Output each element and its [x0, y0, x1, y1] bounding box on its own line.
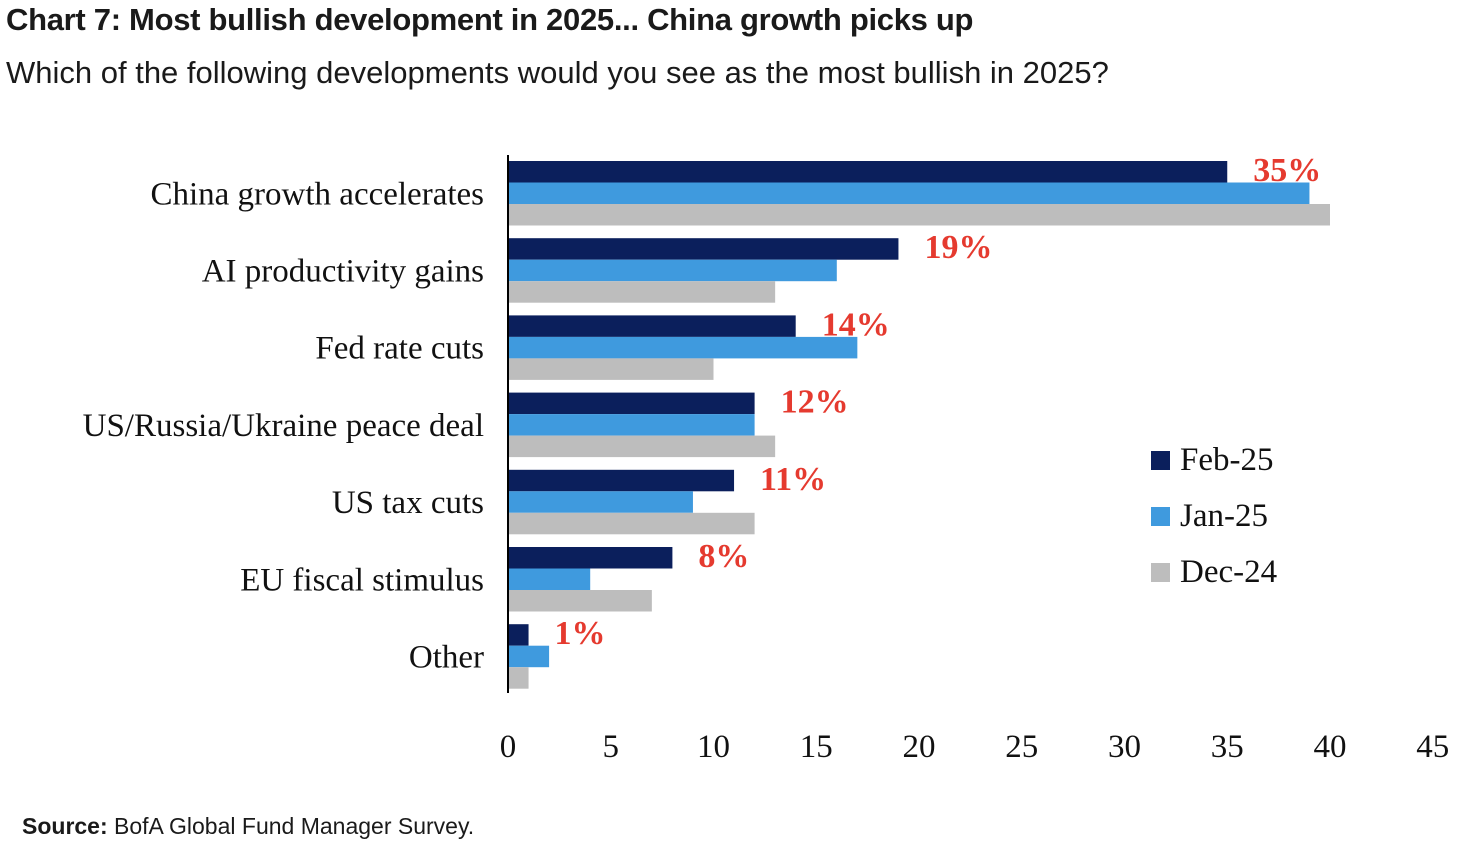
data-label: 11% [760, 461, 826, 498]
category-label: China growth accelerates [150, 176, 484, 212]
bar-dec-24-2 [508, 358, 714, 380]
x-tick-label: 40 [1314, 729, 1347, 765]
chart-subtitle: Which of the following developments woul… [6, 55, 1109, 90]
data-label: 14% [822, 306, 890, 343]
category-label: US/Russia/Ukraine peace deal [83, 408, 484, 444]
bar-feb-25-3 [508, 392, 755, 415]
bar-jan-25-3 [508, 414, 755, 436]
legend-label-dec-24: Dec-24 [1180, 554, 1277, 590]
bar-dec-24-6 [508, 667, 529, 689]
category-label: AI productivity gains [202, 253, 484, 289]
bar-feb-25-6 [508, 624, 529, 646]
bar-feb-25-2 [508, 315, 796, 337]
bar-dec-24-4 [508, 512, 755, 535]
source-note: Source: BofA Global Fund Manager Survey. [22, 813, 474, 840]
bar-feb-25-4 [508, 469, 735, 492]
bar-jan-25-1 [508, 259, 837, 282]
x-tick-label: 20 [903, 729, 936, 765]
x-tick-label: 10 [697, 729, 730, 765]
bar-jan-25-2 [508, 336, 858, 359]
x-tick-label: 15 [800, 729, 833, 765]
x-tick-label: 35 [1211, 729, 1244, 765]
legend-swatch-jan-25 [1151, 507, 1170, 526]
category-label: Other [409, 639, 484, 675]
legend-swatch-feb-25 [1151, 451, 1170, 470]
data-label: 1% [555, 615, 606, 652]
bar-jan-25-0 [508, 182, 1310, 204]
bar-feb-25-0 [508, 161, 1228, 183]
legend-label-feb-25: Feb-25 [1180, 442, 1274, 478]
data-label: 19% [924, 229, 992, 266]
legend-swatch-dec-24 [1151, 563, 1170, 582]
data-label: 12% [781, 384, 849, 421]
bar-feb-25-1 [508, 238, 899, 260]
bar-dec-24-3 [508, 435, 776, 458]
bar-jan-25-5 [508, 568, 591, 590]
source-text: BofA Global Fund Manager Survey. [107, 813, 475, 839]
x-tick-label: 30 [1108, 729, 1141, 765]
source-label: Source: [22, 813, 108, 839]
legend-label-jan-25: Jan-25 [1180, 498, 1268, 534]
bar-jan-25-6 [508, 645, 550, 668]
x-tick-label: 25 [1005, 729, 1038, 765]
x-tick-label: 0 [500, 729, 517, 765]
bar-feb-25-5 [508, 547, 673, 569]
x-tick-label: 45 [1416, 729, 1449, 765]
bar-dec-24-5 [508, 590, 652, 612]
category-label: EU fiscal stimulus [240, 562, 484, 598]
data-label: 8% [698, 538, 749, 575]
x-tick-label: 5 [603, 729, 620, 765]
bar-jan-25-4 [508, 491, 693, 513]
bar-dec-24-1 [508, 281, 776, 303]
category-label: Fed rate cuts [315, 331, 484, 367]
data-label: 35% [1253, 152, 1321, 189]
chart-title: Chart 7: Most bullish development in 202… [6, 2, 974, 37]
category-label: US tax cuts [332, 485, 484, 521]
bar-dec-24-0 [508, 204, 1330, 226]
